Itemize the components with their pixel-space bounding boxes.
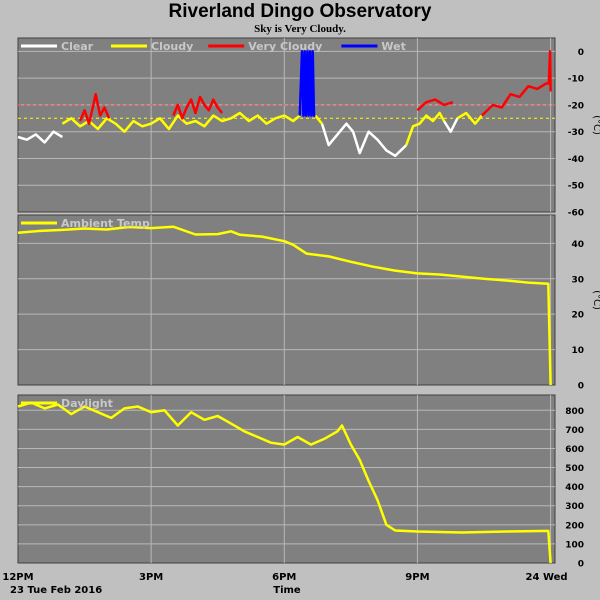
series-line-clear [320, 122, 408, 158]
y-tick-label-ambient: 40 [571, 240, 584, 250]
plot-area-sky [17, 37, 556, 213]
series-line-cloudy [456, 111, 483, 125]
series-line-wet [298, 50, 316, 117]
y-tick-label-ambient: 10 [571, 346, 584, 356]
panel-ambient: 40 30 20 10 0 (°C) Ambient Temp [17, 214, 600, 392]
legend-label: Very Cloudy [248, 40, 322, 53]
y-tick-label-sky: -20 [568, 101, 584, 111]
series-line-very-cloudy [480, 50, 552, 117]
y-tick-label-sky: -60 [568, 209, 584, 219]
series-line-very-cloudy [172, 95, 224, 120]
y-axis-label-sky: (°C) [591, 115, 600, 135]
legend-label: Cloudy [151, 40, 193, 53]
x-tick-label: 3PM [139, 572, 163, 583]
series-line-very-cloudy [78, 92, 111, 125]
panel-sky: 0 -10 -20 -30 -40 -50 -60 (°C) Clear Cloudy Very C… [17, 37, 600, 219]
plot-area-daylight [17, 394, 556, 564]
sky-status: Sky is Very Cloudy. [254, 23, 346, 35]
plot-area-ambient [17, 214, 556, 386]
y-tick-label-daylight: 400 [565, 483, 584, 493]
y-tick-label-sky: -40 [568, 155, 584, 165]
y-tick-label-daylight: 200 [565, 521, 584, 531]
legend-label: Clear [61, 40, 94, 53]
x-tick-label: 12PM [2, 572, 33, 583]
y-tick-label-daylight: 700 [565, 426, 584, 436]
y-tick-label-daylight: 600 [565, 445, 584, 455]
series-line-ambient-temp [17, 225, 552, 386]
y-tick-label-sky: -10 [568, 75, 584, 85]
y-axis-label-ambient: (°C) [591, 290, 600, 310]
legend-label: Ambient Temp [61, 217, 150, 230]
y-tick-label-daylight: 0 [578, 560, 584, 570]
page-title: Riverland Dingo Observatory [168, 1, 432, 22]
x-tick-label: 9PM [405, 572, 429, 583]
series-line-daylight [17, 401, 552, 564]
series-line-cloudy [61, 111, 301, 133]
legend-label: Wet [381, 40, 405, 53]
y-tick-label-ambient: 20 [571, 311, 584, 321]
panel-daylight: 800 700 600 500 400 300 200 100 0 Daylight [17, 394, 584, 570]
x-axis: 12PM 3PM 6PM 9PM 24 Wed 23 Tue Feb 2016 Time [2, 572, 567, 596]
y-tick-label-daylight: 800 [565, 407, 584, 417]
y-tick-label-sky: -30 [568, 128, 584, 138]
y-tick-label-sky: 0 [578, 48, 584, 58]
series-line-clear [17, 130, 64, 144]
legend-label: Daylight [61, 397, 113, 410]
x-tick-label: 24 Wed [526, 572, 568, 583]
series-line-clear [442, 117, 459, 133]
y-tick-label-sky: -50 [568, 182, 584, 192]
y-tick-label-daylight: 300 [565, 502, 584, 512]
x-tick-label: 6PM [272, 572, 296, 583]
y-tick-label-ambient: 30 [571, 275, 584, 285]
y-tick-label-daylight: 100 [565, 540, 584, 550]
x-date-label: 23 Tue Feb 2016 [10, 585, 102, 596]
series-line-very-cloudy [416, 98, 454, 112]
y-tick-label-ambient: 0 [578, 382, 584, 392]
series-line-cloudy [314, 114, 323, 125]
x-axis-label: Time [273, 585, 301, 596]
y-tick-label-daylight: 500 [565, 464, 584, 474]
series-line-cloudy [405, 111, 446, 146]
